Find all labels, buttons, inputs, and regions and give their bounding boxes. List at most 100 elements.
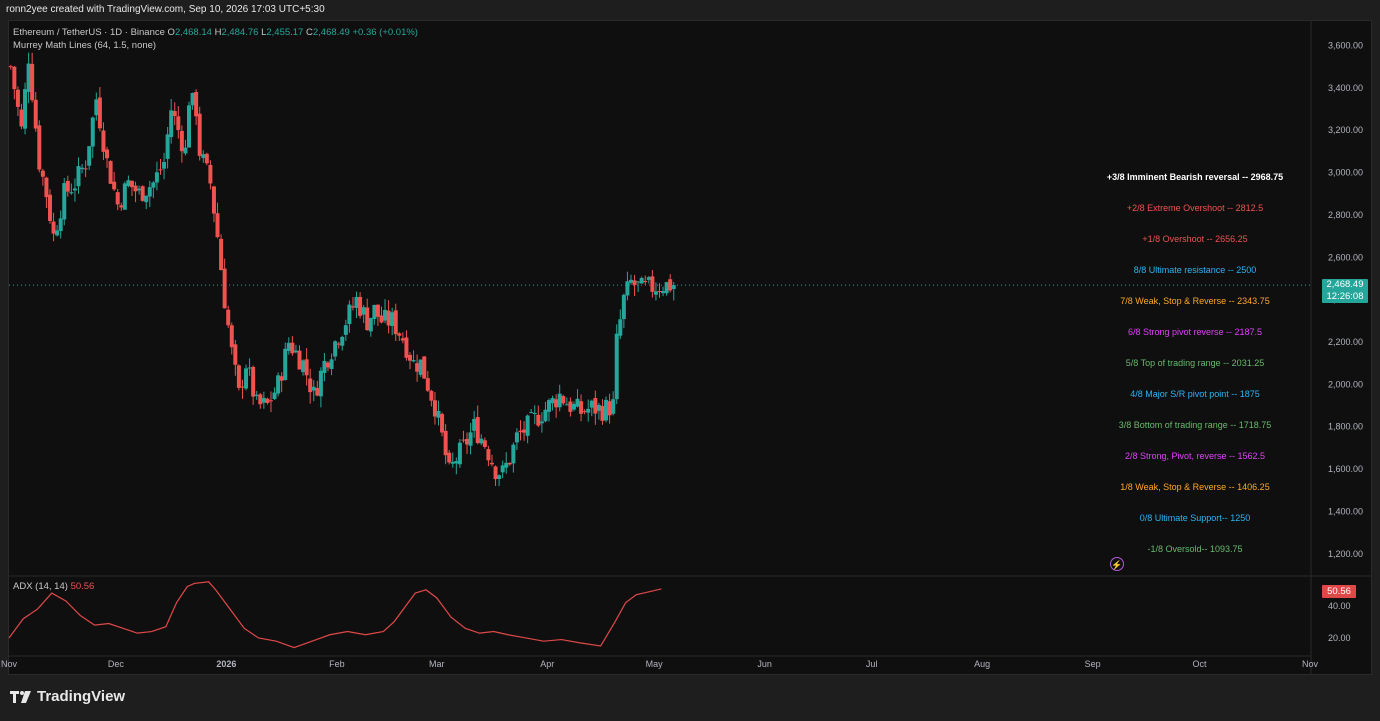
candle-body — [179, 130, 184, 152]
candle-body — [147, 187, 152, 197]
bar-countdown: 12:26:08 — [1326, 291, 1364, 302]
candle-body — [51, 221, 56, 234]
candle-body — [547, 400, 552, 412]
adx-label: ADX (14, 14) — [13, 581, 68, 592]
candle-body — [72, 188, 77, 191]
adx-axis-tick: 40.00 — [1328, 601, 1351, 611]
candle-body — [97, 97, 102, 129]
low-key: L — [261, 27, 267, 38]
candle-body — [58, 218, 63, 231]
indicator-label[interactable]: Murrey Math Lines (64, 1.5, none) — [13, 40, 157, 51]
candle-body — [343, 325, 348, 335]
candle-body — [279, 376, 284, 381]
candle-body — [397, 333, 402, 336]
candle-body — [293, 350, 298, 353]
candle-body — [379, 315, 384, 323]
candle-body — [621, 294, 626, 320]
candle-body — [450, 461, 455, 464]
candle-body — [301, 360, 306, 373]
time-axis-tick: 2026 — [216, 659, 236, 669]
candle-body — [625, 281, 630, 296]
candle-body — [176, 116, 181, 131]
candle-body — [204, 153, 209, 164]
candle-body — [258, 394, 263, 405]
candle-body — [112, 181, 117, 190]
adx-legend[interactable]: ADX (14, 14) 50.56 — [13, 581, 94, 592]
time-axis-tick: Feb — [329, 659, 345, 669]
candle-body — [504, 462, 509, 468]
price-axis-tick: 1,200.00 — [1328, 549, 1363, 559]
candle-body — [87, 146, 92, 166]
candle-body — [208, 164, 213, 184]
candle-body — [240, 386, 245, 388]
candle-body — [497, 475, 502, 480]
time-axis-tick: Dec — [108, 659, 125, 669]
candle-body — [575, 398, 580, 407]
candle-body — [236, 365, 241, 388]
candle-body — [254, 394, 259, 396]
footer-bar — [0, 675, 1380, 721]
price-axis-tick: 2,600.00 — [1328, 252, 1363, 262]
murrey-level-label: 2/8 Strong, Pivot, reverse -- 1562.5 — [1125, 451, 1265, 461]
candle-body — [137, 188, 142, 191]
candle-body — [140, 186, 145, 201]
symbol-label[interactable]: Ethereum / TetherUS · 1D · Binance — [13, 27, 165, 38]
candle-body — [372, 304, 377, 320]
time-axis-tick: Nov — [1302, 659, 1319, 669]
candle-body — [272, 392, 277, 400]
candle-body — [586, 408, 591, 413]
candle-body — [443, 430, 448, 456]
candle-body — [194, 91, 199, 117]
candle-body — [226, 309, 231, 326]
candle-body — [653, 291, 658, 295]
candle-body — [643, 280, 648, 282]
candle-body — [479, 438, 484, 444]
candle-body — [361, 307, 366, 315]
candle-body — [229, 325, 234, 348]
murrey-level-label: 8/8 Ultimate resistance -- 2500 — [1134, 265, 1257, 275]
adx-axis-tick: 20.00 — [1328, 633, 1351, 643]
candle-body — [129, 180, 134, 188]
candle-body — [219, 238, 224, 271]
candle-body — [119, 205, 124, 208]
murrey-level-label: 5/8 Top of trading range -- 2031.25 — [1126, 358, 1264, 368]
candle-body — [247, 367, 252, 369]
time-axis-tick: May — [646, 659, 664, 669]
close-key: C — [305, 27, 313, 38]
candle-body — [183, 147, 188, 154]
candle-body — [589, 400, 594, 408]
time-axis-tick: Apr — [540, 659, 554, 669]
candle-body — [315, 388, 320, 396]
price-axis-tick: 2,000.00 — [1328, 379, 1363, 389]
price-axis-tick: 3,600.00 — [1328, 40, 1363, 50]
candle-body — [429, 390, 434, 401]
price-axis-tick: 2,800.00 — [1328, 210, 1363, 220]
candle-body — [329, 359, 334, 369]
time-axis-tick: Aug — [974, 659, 990, 669]
candle-body — [283, 348, 288, 380]
candle-body — [514, 432, 519, 443]
candle-body — [440, 414, 445, 433]
lightning-icon[interactable]: ⚡ — [1110, 557, 1124, 571]
tradingview-logo[interactable]: TradingView — [10, 688, 125, 705]
candle-body — [30, 63, 35, 101]
candle-body — [661, 290, 666, 294]
candle-body — [522, 429, 527, 433]
candle-body — [668, 279, 673, 291]
candle-body — [650, 276, 655, 292]
murrey-level-label: 4/8 Major S/R pivot point -- 1875 — [1130, 389, 1260, 399]
candle-body — [539, 421, 544, 424]
murrey-level-label: +1/8 Overshoot -- 2656.25 — [1142, 234, 1247, 244]
price-axis-tick: 3,000.00 — [1328, 168, 1363, 178]
candle-body — [604, 399, 609, 421]
candle-body — [475, 417, 480, 444]
open-key: O — [167, 27, 175, 38]
candle-body — [215, 213, 220, 238]
time-axis-tick: Oct — [1192, 659, 1207, 669]
candle-body — [101, 130, 106, 152]
candle-body — [375, 304, 380, 317]
candle-body — [536, 414, 541, 426]
candle-body — [564, 404, 569, 406]
candle-body — [561, 396, 566, 404]
